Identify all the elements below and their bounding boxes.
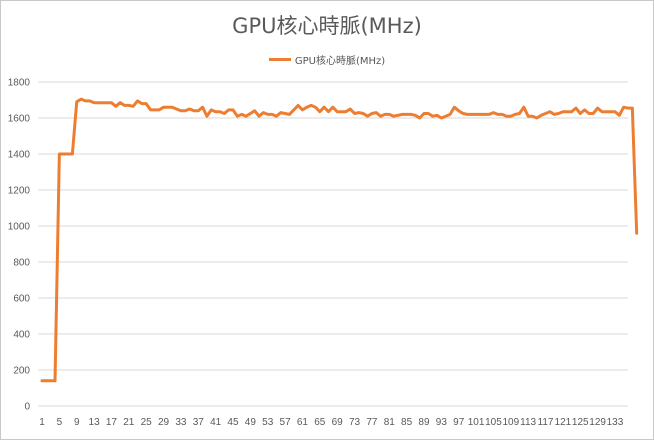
- y-tick-label: 1800: [8, 78, 31, 89]
- x-tick-label: 73: [349, 417, 361, 428]
- x-tick-label: 109: [502, 417, 519, 428]
- x-tick-label: 81: [384, 417, 396, 428]
- legend-label: GPU核心時脈(MHz): [294, 55, 386, 67]
- x-tick-label: 101: [468, 417, 485, 428]
- legend-item: GPU核心時脈(MHz): [268, 52, 386, 67]
- y-tick-label: 200: [13, 366, 30, 377]
- x-tick-label: 53: [262, 417, 274, 428]
- x-tick-label: 121: [555, 417, 572, 428]
- x-tick-label: 129: [589, 417, 606, 428]
- x-tick-label: 89: [418, 417, 430, 428]
- y-tick-label: 0: [24, 402, 30, 413]
- x-tick-label: 37: [193, 417, 205, 428]
- chart-title: GPU核心時脈(MHz): [232, 14, 422, 38]
- x-tick-label: 1: [39, 417, 45, 428]
- legend: GPU核心時脈(MHz): [0, 52, 654, 67]
- y-axis-ticks: 0 200 400 600 800 1000 1200 1400 1600 1800: [8, 78, 31, 413]
- x-tick-label: 77: [366, 417, 378, 428]
- x-tick-label: 21: [123, 417, 135, 428]
- y-tick-label: 1400: [8, 150, 31, 161]
- x-tick-label: 45: [227, 417, 239, 428]
- x-tick-label: 105: [485, 417, 502, 428]
- x-tick-label: 9: [74, 417, 80, 428]
- x-tick-label: 133: [607, 417, 624, 428]
- y-tick-label: 400: [13, 330, 30, 341]
- y-tick-label: 1000: [8, 222, 31, 233]
- x-tick-label: 13: [89, 417, 101, 428]
- x-tick-label: 97: [453, 417, 465, 428]
- x-tick-label: 49: [245, 417, 257, 428]
- x-tick-label: 65: [314, 417, 326, 428]
- y-tick-label: 800: [13, 258, 30, 269]
- y-tick-label: 600: [13, 294, 30, 305]
- x-tick-label: 33: [175, 417, 187, 428]
- x-tick-label: 125: [572, 417, 589, 428]
- x-tick-label: 117: [538, 417, 554, 428]
- x-tick-label: 29: [158, 417, 170, 428]
- x-tick-label: 113: [520, 417, 536, 428]
- x-tick-label: 85: [401, 417, 413, 428]
- x-tick-label: 5: [57, 417, 63, 428]
- x-tick-label: 17: [106, 417, 118, 428]
- legend-swatch: [268, 57, 291, 61]
- x-tick-label: 61: [297, 417, 309, 428]
- y-tick-label: 1200: [8, 186, 31, 197]
- x-tick-label: 57: [280, 417, 292, 428]
- gridlines: [38, 81, 628, 371]
- x-tick-label: 41: [210, 417, 222, 428]
- x-axis-ticks: 1 5 9 13 17 21 25 29 33 37 41 45 49 53 57 61 65 69 73 77 81 8…: [39, 417, 624, 428]
- x-tick-label: 93: [436, 417, 448, 428]
- series-line: [40, 97, 639, 383]
- y-tick-label: 1600: [8, 114, 31, 125]
- x-tick-label: 69: [332, 417, 344, 428]
- x-tick-label: 25: [141, 417, 153, 428]
